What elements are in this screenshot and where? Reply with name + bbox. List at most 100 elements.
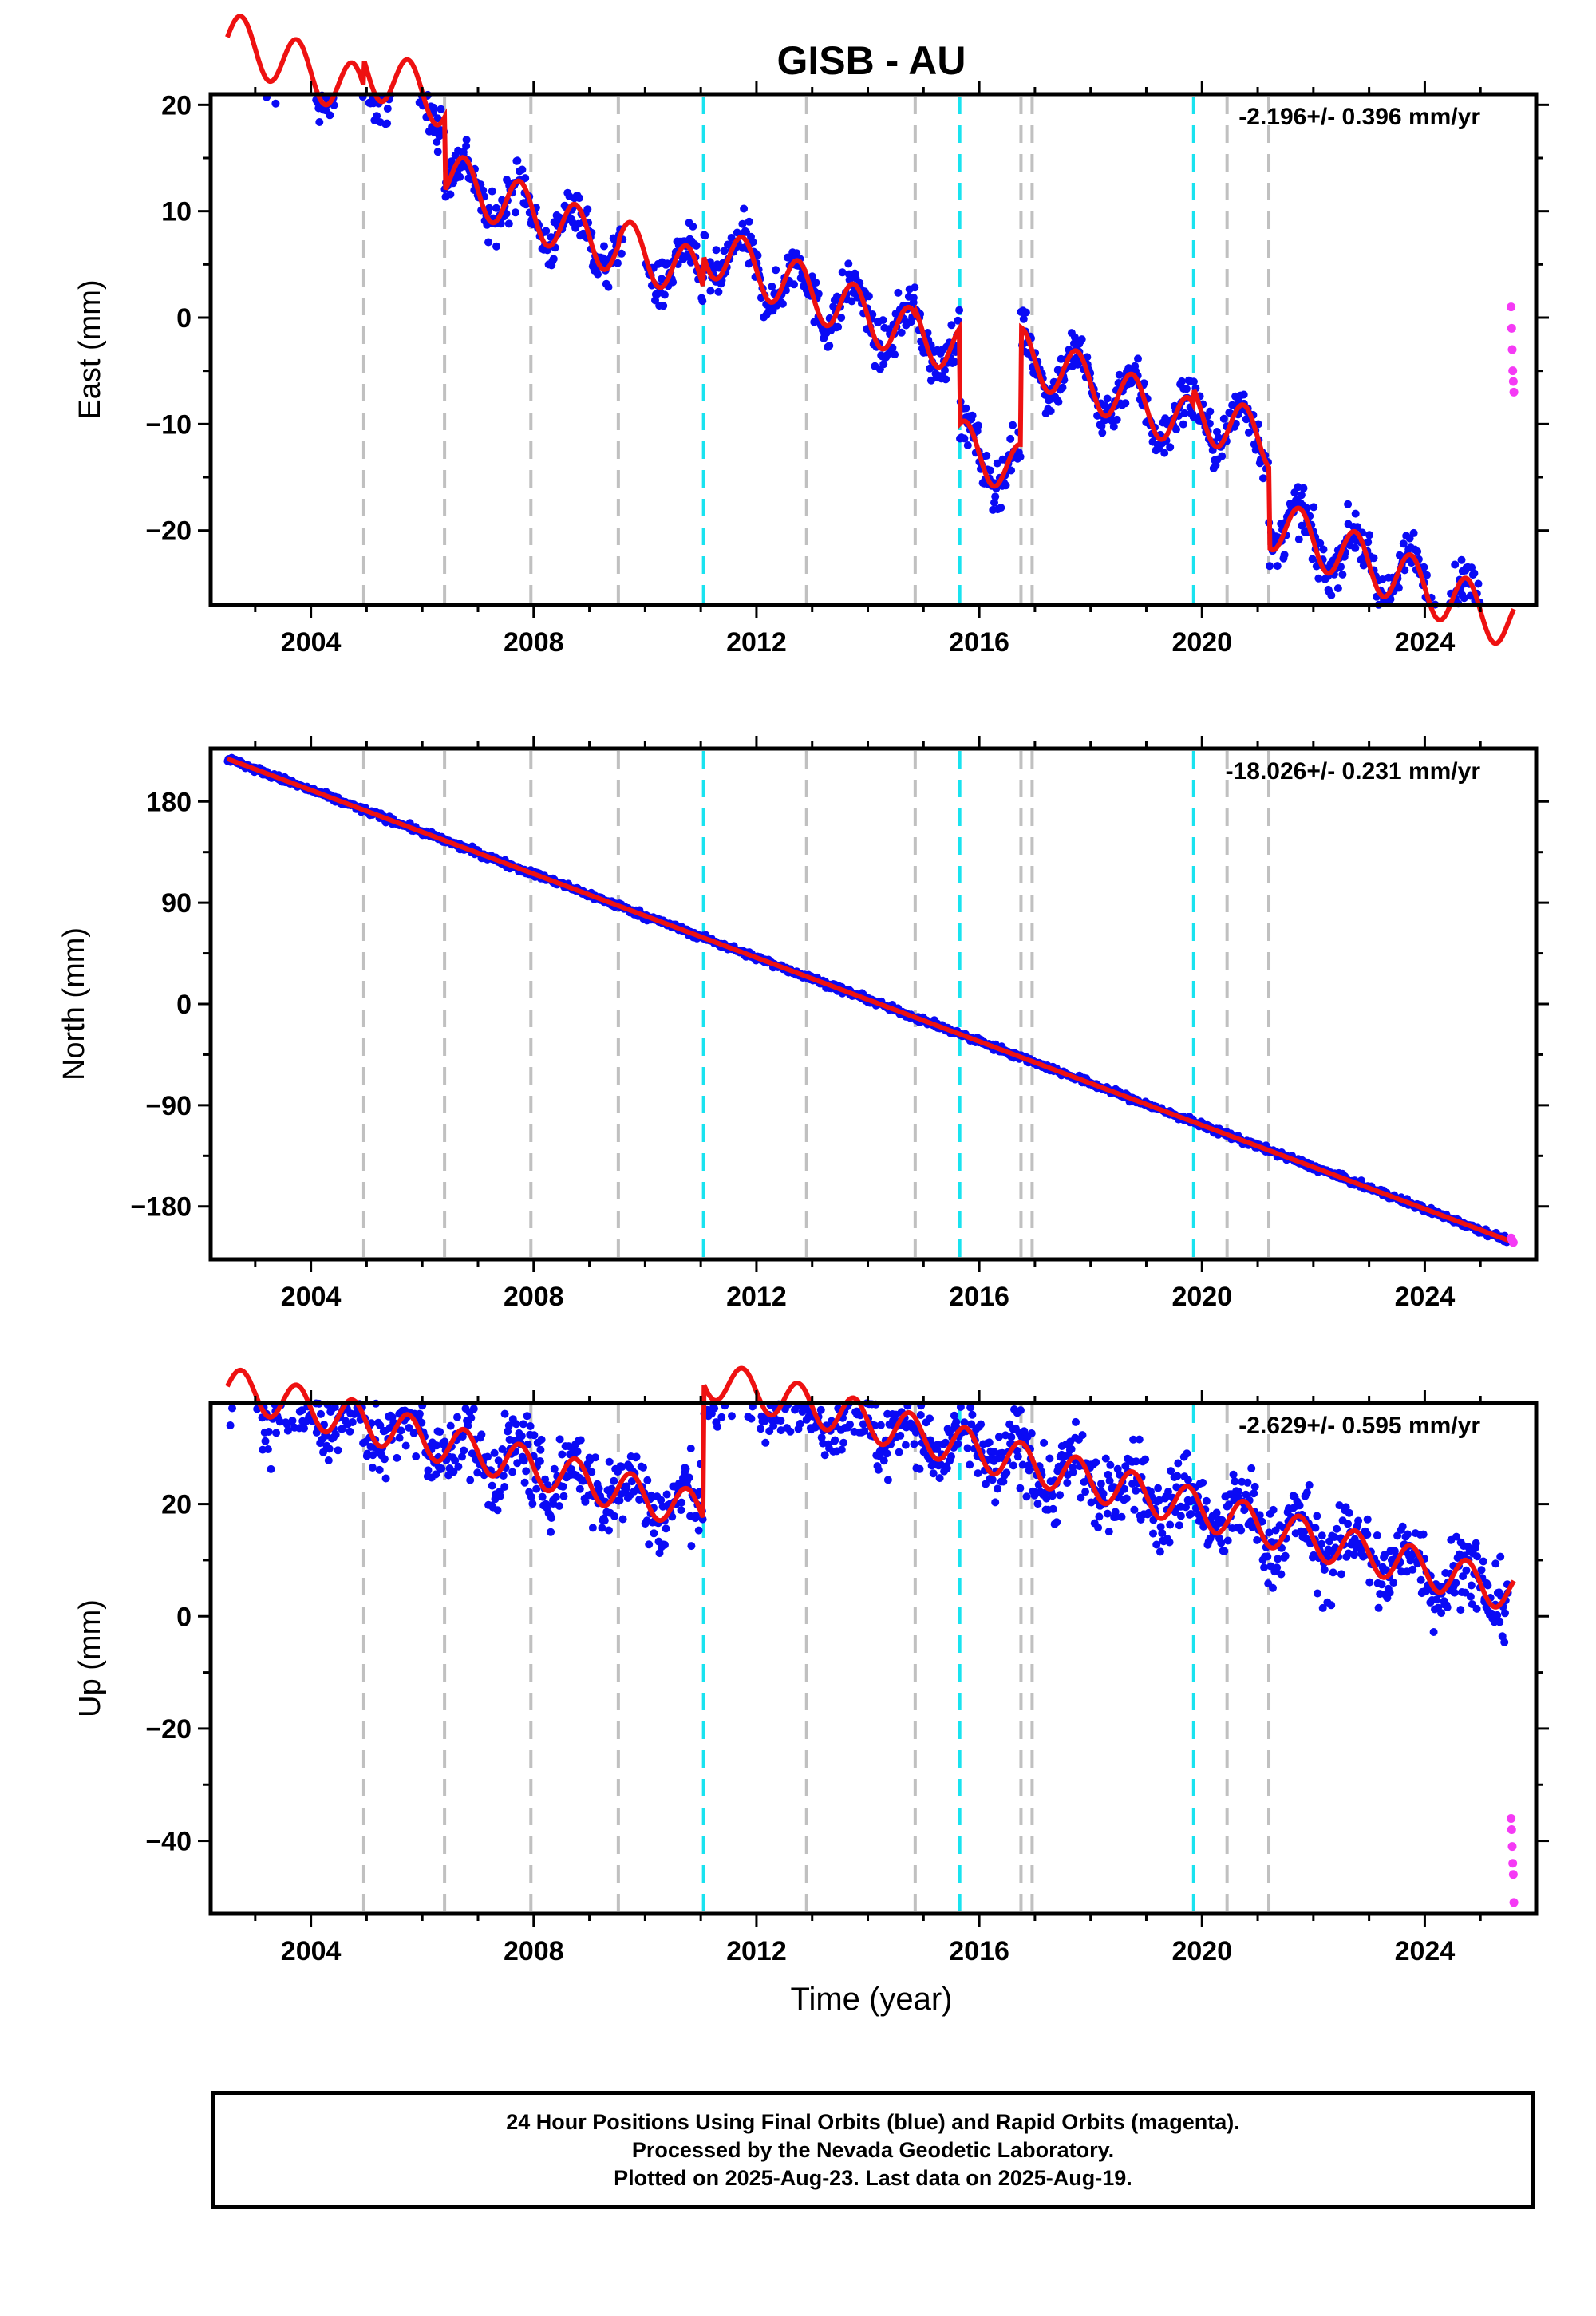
- y-tick-label: 20: [161, 90, 192, 121]
- final-point: [1501, 1609, 1509, 1618]
- final-point: [555, 1502, 563, 1510]
- final-point: [692, 1512, 701, 1520]
- final-point: [926, 376, 935, 385]
- final-point: [517, 1432, 526, 1441]
- final-point: [484, 238, 492, 247]
- final-point: [381, 1474, 390, 1483]
- final-point: [432, 1470, 440, 1479]
- final-point: [663, 259, 672, 268]
- final-point: [1122, 1494, 1131, 1503]
- rapid-point: [1509, 387, 1519, 397]
- final-point: [373, 112, 381, 121]
- final-point: [790, 280, 798, 289]
- y-tick-label: 0: [176, 1602, 192, 1632]
- final-point: [627, 1477, 636, 1486]
- final-point: [484, 1452, 492, 1461]
- final-point: [317, 1409, 325, 1418]
- final-point: [662, 1490, 671, 1499]
- final-point: [1295, 1501, 1304, 1510]
- final-point: [433, 1441, 441, 1450]
- final-point: [1354, 1516, 1363, 1525]
- final-point: [1112, 415, 1121, 424]
- final-point: [986, 466, 994, 475]
- final-point: [1048, 1492, 1057, 1500]
- final-point: [542, 227, 551, 235]
- final-point: [662, 1524, 670, 1533]
- final-point: [1333, 1524, 1341, 1533]
- final-point: [288, 1417, 297, 1425]
- final-point: [1294, 535, 1303, 543]
- final-point: [1218, 452, 1227, 460]
- final-point: [1259, 474, 1267, 483]
- final-point: [1098, 429, 1107, 437]
- final-point: [1269, 1583, 1277, 1592]
- final-point: [632, 1452, 641, 1461]
- final-point: [962, 404, 970, 413]
- x-tick-label: 2024: [1395, 1282, 1456, 1312]
- final-point: [532, 1484, 541, 1493]
- rate-label: -2.629+/- 0.595 mm/yr: [1238, 1413, 1480, 1439]
- final-point: [1189, 377, 1198, 386]
- final-point: [226, 1421, 235, 1429]
- final-point: [1016, 453, 1025, 461]
- final-point: [1269, 1505, 1278, 1514]
- final-point: [437, 1464, 446, 1473]
- final-point: [615, 1496, 624, 1504]
- final-point: [1311, 1524, 1320, 1532]
- final-point: [264, 1428, 273, 1436]
- final-point: [1389, 1579, 1398, 1587]
- final-point: [528, 1500, 537, 1508]
- final-point: [698, 297, 707, 306]
- final-point: [473, 1468, 482, 1477]
- final-point: [547, 1514, 556, 1522]
- final-point: [1211, 461, 1220, 470]
- final-point: [681, 1464, 690, 1473]
- final-point: [1500, 1638, 1509, 1646]
- final-point: [1081, 1488, 1090, 1496]
- final-point: [559, 1492, 568, 1500]
- final-point: [1467, 1581, 1476, 1590]
- final-point: [926, 1414, 934, 1423]
- final-point: [1092, 1458, 1100, 1467]
- final-point: [1130, 1505, 1139, 1514]
- final-point: [831, 1436, 839, 1445]
- final-point: [1419, 1530, 1428, 1539]
- final-point: [1166, 443, 1175, 452]
- final-point: [1058, 383, 1067, 392]
- final-point: [1281, 1551, 1290, 1560]
- final-point: [1166, 1520, 1175, 1529]
- final-point: [911, 283, 919, 292]
- final-point: [1253, 1535, 1262, 1544]
- final-point: [346, 1427, 354, 1436]
- final-point: [512, 208, 519, 217]
- final-point: [1266, 562, 1274, 571]
- final-point: [1069, 1468, 1077, 1476]
- plot-frame: [208, 1401, 1539, 1916]
- final-point: [1399, 539, 1408, 548]
- rapid-point: [1508, 366, 1518, 376]
- final-point: [1363, 1515, 1372, 1524]
- final-point: [376, 1421, 385, 1429]
- final-point: [879, 316, 887, 325]
- final-point: [1239, 390, 1248, 399]
- final-point: [817, 1433, 826, 1442]
- final-point: [720, 247, 729, 255]
- final-point: [1298, 521, 1306, 530]
- x-tick-label: 2020: [1171, 1936, 1232, 1966]
- final-point: [1247, 1464, 1256, 1472]
- final-point: [1176, 1512, 1185, 1520]
- final-point: [1132, 1486, 1140, 1495]
- final-point: [1172, 425, 1180, 433]
- final-point: [325, 1445, 334, 1453]
- final-point: [383, 105, 392, 113]
- final-point: [1474, 579, 1483, 588]
- final-point: [440, 1437, 449, 1446]
- final-point: [600, 1516, 609, 1525]
- final-point: [834, 322, 843, 331]
- final-point: [1022, 1492, 1031, 1501]
- y-tick-label: 90: [161, 888, 192, 919]
- final-point: [319, 1448, 327, 1456]
- final-point: [883, 1476, 892, 1484]
- final-point: [985, 1438, 994, 1447]
- final-point: [261, 1437, 270, 1445]
